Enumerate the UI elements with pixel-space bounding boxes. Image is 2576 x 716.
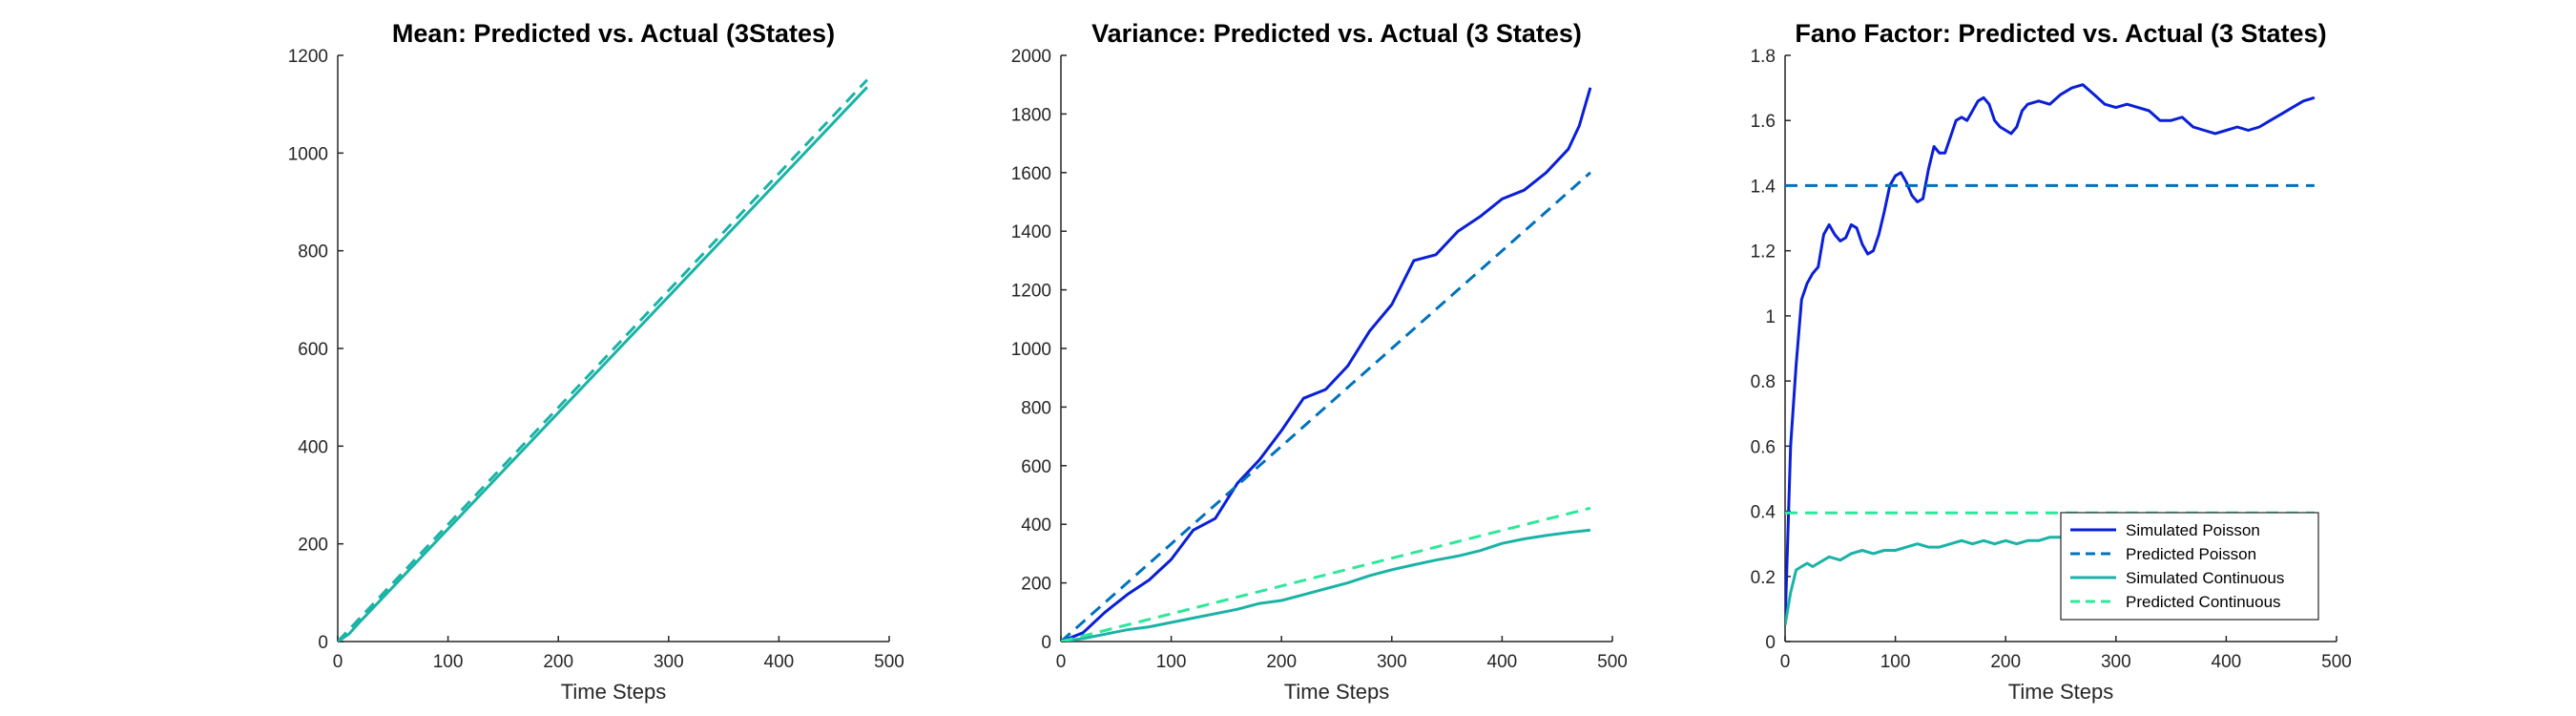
y-tick-label: 0 bbox=[1041, 633, 1051, 653]
x-tick-label: 500 bbox=[2321, 652, 2352, 672]
series-line-2 bbox=[338, 78, 868, 642]
x-tick-label: 0 bbox=[1780, 652, 1791, 672]
legend-label: Simulated Continuous bbox=[2126, 569, 2284, 587]
legend-label: Predicted Continuous bbox=[2126, 593, 2281, 611]
chart-panel-2: 0 100 200 300 400 500 0 200 400 600 800 1000 1200 140… bbox=[1011, 19, 1628, 704]
x-tick-label: 200 bbox=[1266, 652, 1297, 672]
series-line-2 bbox=[1061, 171, 1591, 642]
y-tick-label: 600 bbox=[298, 340, 328, 360]
y-tick-label: 1200 bbox=[288, 47, 328, 67]
x-tick-label: 400 bbox=[764, 652, 795, 672]
series-line-1 bbox=[1061, 87, 1592, 642]
x-tick-label: 0 bbox=[1056, 652, 1067, 672]
y-tick-label: 200 bbox=[1021, 575, 1051, 595]
series-line-1 bbox=[1785, 83, 2316, 625]
chart-title: Mean: Predicted vs. Actual (3States) bbox=[392, 19, 835, 48]
x-tick-label: 100 bbox=[1156, 652, 1187, 672]
legend: Simulated Poisson Predicted Poisson Simula… bbox=[2060, 512, 2319, 621]
y-tick-label: 400 bbox=[298, 437, 328, 457]
y-tick-label: 0.4 bbox=[1751, 503, 1776, 523]
y-tick-label: 1800 bbox=[1011, 105, 1051, 125]
y-tick-label: 1400 bbox=[1011, 222, 1051, 242]
y-tick-label: 0.6 bbox=[1751, 437, 1776, 457]
y-tick-label: 0 bbox=[318, 633, 328, 653]
x-tick-label: 400 bbox=[1487, 652, 1518, 672]
series-line-3 bbox=[1061, 528, 1591, 642]
x-tick-label: 500 bbox=[874, 652, 904, 672]
y-tick-label: 1 bbox=[1765, 307, 1776, 327]
x-tick-label: 300 bbox=[2101, 652, 2131, 672]
y-tick-label: 2000 bbox=[1011, 47, 1051, 67]
x-tick-label: 100 bbox=[1880, 652, 1911, 672]
y-tick-label: 0.8 bbox=[1751, 372, 1776, 392]
x-tick-label: 300 bbox=[654, 652, 684, 672]
y-tick-label: 1000 bbox=[1011, 340, 1051, 360]
y-tick-label: 0.2 bbox=[1751, 568, 1776, 588]
x-tick-label: 0 bbox=[333, 652, 343, 672]
series-line-1 bbox=[338, 86, 868, 642]
x-tick-label: 400 bbox=[2212, 652, 2242, 672]
chart-panel-1: 0 100 200 300 400 500 0 200 400 600 800 1000 1200 Mea… bbox=[288, 19, 904, 704]
y-tick-label: 1.4 bbox=[1751, 177, 1776, 197]
y-tick-label: 1.8 bbox=[1751, 47, 1776, 67]
x-axis-label: Time Steps bbox=[1284, 680, 1389, 704]
y-tick-label: 800 bbox=[298, 242, 328, 263]
x-tick-label: 100 bbox=[433, 652, 464, 672]
x-axis-label: Time Steps bbox=[561, 680, 666, 704]
x-tick-label: 200 bbox=[1990, 652, 2021, 672]
y-tick-label: 1200 bbox=[1011, 282, 1051, 302]
x-axis-label: Time Steps bbox=[2008, 680, 2113, 704]
y-tick-label: 1600 bbox=[1011, 164, 1051, 184]
chart-title: Variance: Predicted vs. Actual (3 States… bbox=[1091, 19, 1582, 48]
series-group bbox=[338, 78, 868, 642]
y-tick-label: 1000 bbox=[288, 144, 328, 164]
legend-label: Simulated Poisson bbox=[2126, 521, 2260, 539]
series-line-4 bbox=[1061, 506, 1591, 642]
series-group bbox=[1061, 87, 1592, 642]
legend-label: Predicted Poisson bbox=[2126, 545, 2256, 563]
y-tick-label: 800 bbox=[1021, 398, 1051, 418]
y-tick-label: 1.2 bbox=[1751, 242, 1776, 263]
chart-panel-3: 0 100 200 300 400 500 0 0.2 0.4 0.6 0.8 1 1.2 1.4 1.6 1… bbox=[1751, 19, 2352, 704]
x-tick-label: 300 bbox=[1377, 652, 1407, 672]
x-tick-label: 200 bbox=[543, 652, 573, 672]
chart-title: Fano Factor: Predicted vs. Actual (3 Sta… bbox=[1795, 19, 2326, 48]
y-tick-label: 400 bbox=[1021, 516, 1051, 536]
x-tick-label: 500 bbox=[1597, 652, 1628, 672]
y-tick-label: 1.6 bbox=[1751, 112, 1776, 132]
y-tick-label: 600 bbox=[1021, 457, 1051, 477]
y-tick-label: 0 bbox=[1765, 633, 1776, 653]
y-tick-label: 200 bbox=[298, 536, 328, 556]
